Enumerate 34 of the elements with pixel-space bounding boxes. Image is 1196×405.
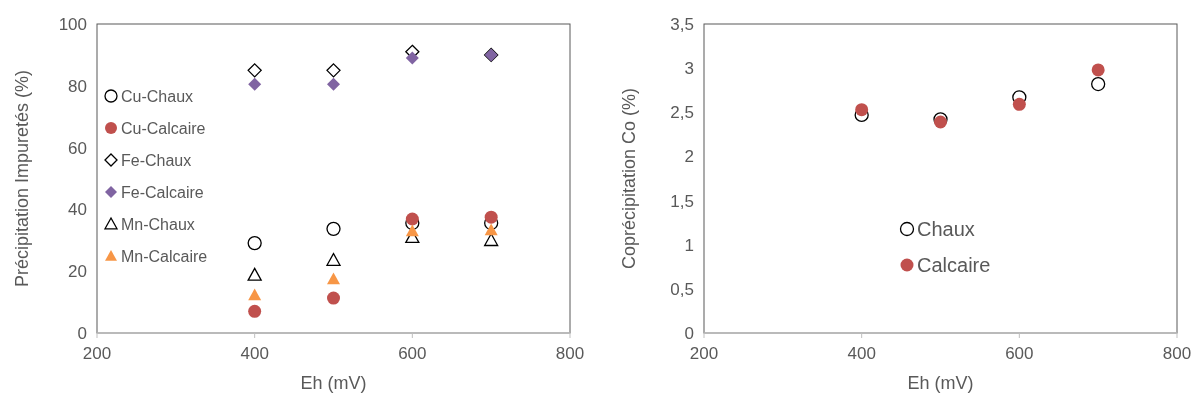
x-tick-label: 600: [398, 344, 427, 363]
legend-label: Fe-Chaux: [121, 151, 192, 169]
y-tick-label: 2,5: [670, 103, 694, 123]
y-tick-label: 1: [684, 235, 694, 255]
y-tick-label: 80: [68, 76, 87, 96]
y-tick-label: 40: [68, 200, 87, 220]
y-tick-label: 100: [58, 15, 87, 34]
legend-label: Cu-Chaux: [121, 87, 194, 105]
x-tick-label: 800: [555, 344, 585, 363]
legend-label: Chaux: [917, 218, 975, 241]
x-tick-label: 800: [1162, 344, 1192, 363]
y-tick-label: 0: [684, 324, 694, 343]
legend-label: Mn-Chaux: [121, 215, 195, 233]
legend-label: Calcaire: [917, 254, 991, 277]
x-tick-label: 600: [1005, 344, 1034, 363]
y-tick-label: 20: [68, 262, 87, 282]
y-axis-title: Précipitation Impuretés (%): [12, 69, 32, 288]
x-tick-label: 400: [847, 344, 876, 363]
y-tick-label: 2: [684, 147, 694, 167]
y-tick-label: 60: [68, 138, 87, 158]
y-tick-label: 1,5: [670, 191, 694, 211]
x-tick-label: 200: [82, 344, 112, 363]
y-tick-label: 0,5: [670, 279, 694, 299]
y-tick-label: 3,5: [670, 15, 694, 34]
x-tick-label: 200: [689, 344, 719, 363]
x-tick-label: 400: [240, 344, 269, 363]
legend-label: Mn-Calcaire: [121, 247, 208, 265]
y-axis-title: Coprécipitation Co (%): [619, 87, 639, 270]
x-axis-title: Eh (mV): [300, 373, 367, 393]
x-axis-title: Eh (mV): [907, 373, 974, 393]
legend-label: Fe-Calcaire: [121, 183, 204, 201]
legend-label: Cu-Calcaire: [121, 119, 206, 137]
y-tick-label: 0: [77, 324, 87, 343]
y-tick-label: 3: [684, 59, 694, 79]
